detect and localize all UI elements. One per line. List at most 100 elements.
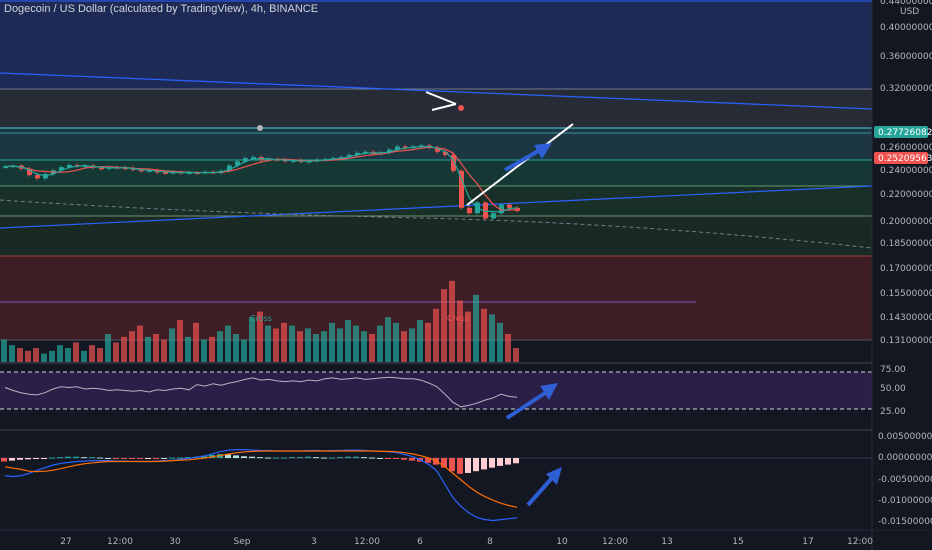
volume-bars bbox=[1, 280, 519, 362]
price-axis-label: 0.14300000 bbox=[880, 313, 932, 323]
volume-bar bbox=[65, 348, 71, 362]
volume-bar bbox=[361, 331, 367, 362]
dashed-curve[interactable] bbox=[0, 199, 873, 249]
macd-bar bbox=[113, 458, 119, 459]
macd-bar bbox=[465, 458, 471, 473]
price-axis[interactable] bbox=[872, 0, 932, 530]
marker-dot-1[interactable] bbox=[257, 125, 263, 131]
candle bbox=[123, 167, 128, 170]
blue-arrow-price[interactable] bbox=[504, 143, 552, 172]
price-axis-label: 0.36000000 bbox=[880, 52, 932, 62]
macd-bar bbox=[137, 458, 143, 459]
macd-bar bbox=[185, 457, 191, 459]
macd-bar bbox=[441, 458, 447, 468]
volume-bar bbox=[497, 322, 503, 362]
current-price-tag: 0.25209563 bbox=[874, 152, 932, 164]
macd-bar bbox=[345, 456, 351, 458]
volume-bar bbox=[129, 331, 135, 362]
descending-trendline[interactable] bbox=[0, 72, 873, 110]
volume-bar bbox=[249, 317, 255, 362]
volume-bar bbox=[1, 339, 7, 362]
currency-label: USD bbox=[900, 7, 919, 17]
candle bbox=[235, 161, 240, 166]
volume-bar bbox=[385, 317, 391, 362]
volume-bar bbox=[33, 348, 39, 362]
blue-arrow-rsi[interactable] bbox=[505, 383, 558, 420]
marker-dot-2[interactable] bbox=[458, 105, 464, 111]
candle bbox=[27, 168, 32, 176]
macd-bar bbox=[41, 458, 47, 459]
green-zone bbox=[0, 186, 872, 216]
volume-bar bbox=[97, 348, 103, 362]
white-top-drawing-1[interactable] bbox=[425, 91, 457, 105]
macd-bar bbox=[105, 458, 111, 459]
teal-zone-2 bbox=[0, 160, 872, 186]
candle bbox=[35, 175, 40, 179]
macd-bar bbox=[65, 456, 71, 458]
volume-bar bbox=[145, 336, 151, 362]
macd-bar bbox=[129, 458, 135, 459]
macd-bar bbox=[489, 458, 495, 468]
time-axis[interactable]: 27 12:00 30 Sep 3 12:00 6 8 10 12:00 13 15 17 12:00 bbox=[60, 537, 873, 547]
volume-bar bbox=[433, 308, 439, 362]
candle bbox=[483, 202, 488, 219]
volume-bar bbox=[345, 320, 351, 362]
macd-labels: 0.00500000 0.00000000 -0.00500000 -0.010000… bbox=[878, 432, 932, 527]
macd-bar bbox=[425, 458, 431, 463]
price-axis-label: 0.44000000 bbox=[880, 0, 932, 7]
rsi-axis-label: 50.00 bbox=[880, 384, 906, 394]
volume-bar bbox=[161, 339, 167, 362]
ascending-trendline[interactable] bbox=[0, 185, 873, 229]
candle bbox=[227, 165, 232, 171]
candle bbox=[499, 204, 504, 214]
cross-label-2: Cross bbox=[447, 314, 469, 323]
volume-bar bbox=[337, 328, 343, 362]
candle bbox=[395, 146, 400, 150]
volume-bar bbox=[401, 331, 407, 362]
price-labels: 0.44000000 0.40000000 0.36000000 0.32000000… bbox=[880, 0, 932, 346]
macd-bar bbox=[409, 458, 415, 461]
rsi-axis-label: 25.00 bbox=[880, 407, 906, 417]
volume-bar bbox=[305, 328, 311, 362]
price-axis-label: 0.26000000 bbox=[880, 143, 932, 153]
macd-bar bbox=[297, 457, 303, 459]
volume-bar bbox=[233, 334, 239, 362]
macd-bar bbox=[1, 458, 7, 462]
volume-bar bbox=[17, 348, 23, 362]
macd-bar bbox=[321, 457, 327, 459]
volume-bar bbox=[57, 345, 63, 362]
macd-axis-label: 0.00000000 bbox=[878, 453, 932, 463]
macd-bar bbox=[385, 458, 391, 459]
time-axis-label: 12:00 bbox=[602, 537, 628, 547]
time-axis-label: 27 bbox=[60, 537, 71, 547]
time-axis-label: 12:00 bbox=[847, 537, 873, 547]
volume-bar bbox=[41, 353, 47, 362]
macd-bar bbox=[49, 457, 55, 459]
candle bbox=[403, 146, 408, 149]
macd-bar bbox=[457, 458, 463, 474]
white-top-drawing-2[interactable] bbox=[431, 103, 457, 111]
time-axis-label: 13 bbox=[661, 537, 672, 547]
macd-bar bbox=[57, 457, 63, 459]
macd-bar bbox=[73, 456, 79, 458]
rsi-band bbox=[0, 372, 872, 409]
candle bbox=[387, 149, 392, 153]
price-axis-label: 0.22000000 bbox=[880, 190, 932, 200]
symbol-title: Dogecoin / US Dollar (calculated by Trad… bbox=[4, 3, 319, 15]
volume-bar bbox=[321, 331, 327, 362]
time-axis-label: 12:00 bbox=[107, 537, 133, 547]
time-axis-label: 30 bbox=[169, 537, 181, 547]
time-axis-label: 15 bbox=[732, 537, 743, 547]
volume-bar bbox=[89, 345, 95, 362]
macd-bar bbox=[161, 458, 167, 459]
macd-bar bbox=[249, 456, 255, 458]
candle bbox=[67, 165, 72, 168]
blue-arrow-macd[interactable] bbox=[526, 467, 562, 507]
price-axis-label: 0.13100000 bbox=[880, 336, 932, 346]
macd-bar bbox=[121, 458, 127, 459]
white-trend-drawing[interactable] bbox=[466, 123, 574, 206]
volume-bar bbox=[169, 328, 175, 362]
volume-bar bbox=[257, 311, 263, 362]
volume-bar bbox=[441, 289, 447, 362]
